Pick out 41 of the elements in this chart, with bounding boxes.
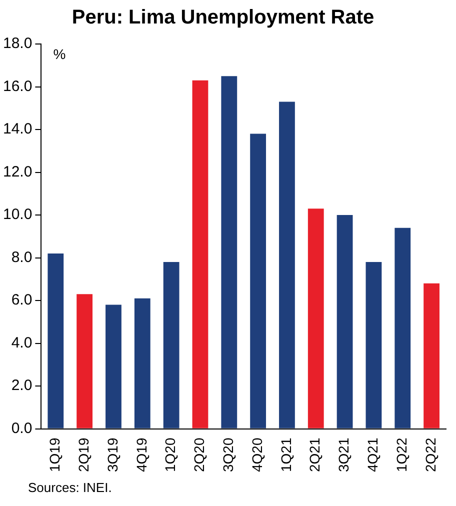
bar — [48, 253, 64, 428]
y-tick-label: 8.0 — [11, 248, 32, 266]
x-tick-label: 1Q21 — [278, 438, 294, 472]
bar — [106, 304, 122, 428]
x-tick-label: 1Q20 — [162, 438, 178, 472]
y-tick-label: 12.0 — [2, 163, 32, 180]
y-tick-label: 6.0 — [11, 292, 32, 309]
chart-title: Peru: Lima Unemployment Rate — [72, 6, 374, 29]
x-tick-label: 2Q19 — [75, 438, 92, 472]
x-tick-label: 4Q21 — [364, 438, 381, 472]
y-tick-label: 2.0 — [11, 377, 32, 394]
x-tick-label: 2Q22 — [422, 438, 438, 472]
bar — [221, 76, 238, 428]
bar — [336, 215, 353, 428]
bar — [394, 228, 411, 428]
bar — [424, 283, 440, 428]
source-note: Sources: INEI. — [28, 480, 112, 495]
x-tick-label: 2Q21 — [306, 438, 323, 472]
x-tick-label: 2Q20 — [191, 438, 208, 472]
bar — [279, 102, 295, 428]
bar — [134, 298, 150, 428]
x-tick-label: 3Q19 — [104, 438, 120, 472]
bar — [308, 208, 324, 428]
y-tick-label: 4.0 — [11, 334, 32, 352]
x-tick-label: 4Q20 — [248, 438, 265, 472]
y-tick-label: 10.0 — [2, 206, 32, 224]
x-tick-label: 4Q19 — [133, 438, 150, 472]
x-tick-label: 3Q20 — [220, 438, 236, 472]
bar — [366, 262, 382, 428]
y-axis-title: % — [53, 46, 66, 62]
y-tick-label: 14.0 — [2, 120, 32, 138]
bar — [192, 80, 208, 428]
x-tick-label: 3Q21 — [336, 438, 352, 472]
bar — [76, 294, 93, 428]
y-tick-label: 16.0 — [2, 78, 32, 95]
x-tick-label: 1Q19 — [46, 438, 63, 472]
bar — [163, 262, 180, 428]
y-tick-label: 18.0 — [2, 35, 32, 52]
x-tick-label: 1Q22 — [393, 438, 410, 472]
bar — [250, 134, 266, 428]
y-tick-label: 0.0 — [11, 420, 32, 437]
